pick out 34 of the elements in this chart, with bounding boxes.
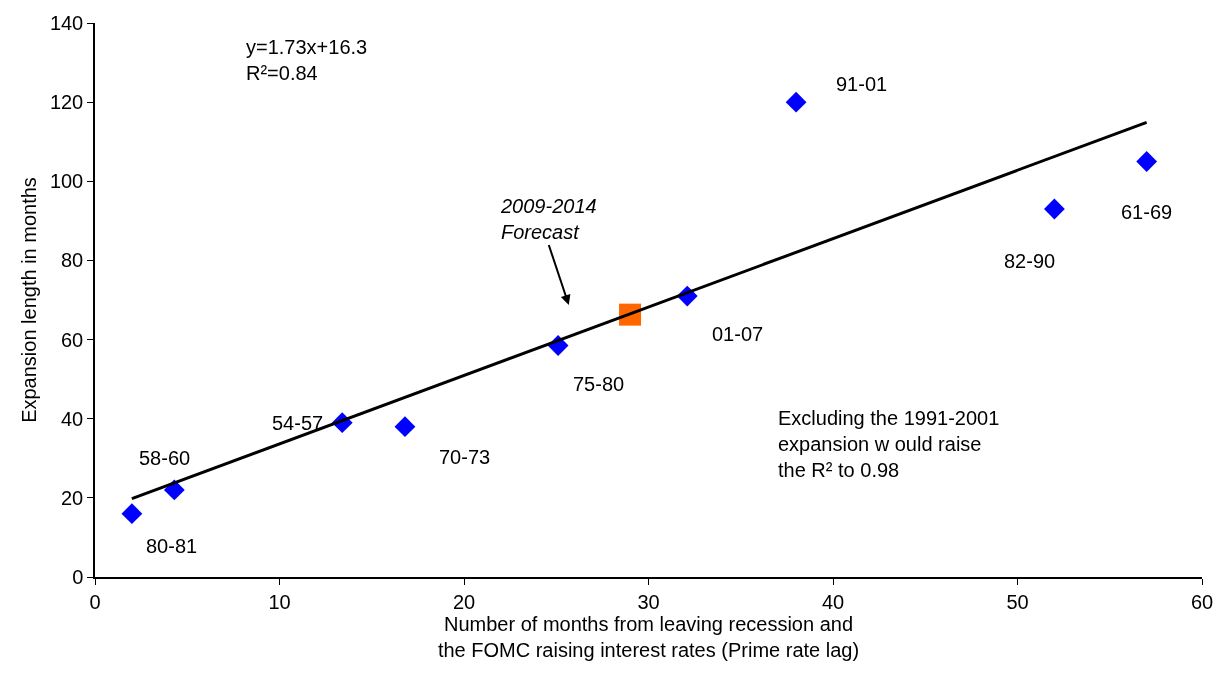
annotation: 80-81 <box>146 535 198 557</box>
annotation: 70-73 <box>439 446 491 468</box>
y-tick-label: 20 <box>61 486 84 509</box>
x-tick-label: 40 <box>821 590 845 613</box>
annotation: 54-57 <box>272 412 324 434</box>
x-tick-label: 20 <box>452 590 476 613</box>
annotation: 58-60 <box>139 447 191 469</box>
point <box>1044 198 1065 220</box>
annotation: 61-69 <box>1121 201 1173 223</box>
annotation: 75-80 <box>573 373 625 395</box>
point <box>121 503 143 525</box>
y-tick-label: 100 <box>49 170 84 193</box>
y-tick-label: 40 <box>61 407 84 430</box>
point <box>785 91 807 113</box>
y-tick-label: 120 <box>49 91 84 114</box>
x-tick-label: 10 <box>268 590 291 613</box>
x-tick-label: 60 <box>1190 590 1214 613</box>
point <box>394 416 416 438</box>
y-axis-title: Expansion length in months <box>17 177 40 423</box>
y-tick-label: 80 <box>61 249 84 272</box>
annotation: 91-01 <box>836 73 888 95</box>
annotation: 2009-2014 Forecast <box>500 195 597 243</box>
annotation: 01-07 <box>712 323 764 345</box>
annotation: y=1.73x+16.3 R²=0.84 <box>246 36 368 84</box>
y-tick-label: 60 <box>61 328 84 351</box>
annotation: 82-90 <box>1004 250 1056 272</box>
y-tick-label: 0 <box>72 566 84 588</box>
y-tick-label: 140 <box>49 12 84 34</box>
point <box>1136 151 1158 172</box>
x-tick-label: 30 <box>637 590 660 613</box>
x-tick-label: 0 <box>89 590 101 613</box>
x-axis-title: Number of months from leaving recession and the FOMC raising interest rates (Prime rate lag) <box>437 612 860 661</box>
x-tick-label: 50 <box>1006 590 1029 613</box>
annotation: Excluding the 1991-2001 expansion w ould raise the R² to 0.98 <box>778 407 1000 481</box>
